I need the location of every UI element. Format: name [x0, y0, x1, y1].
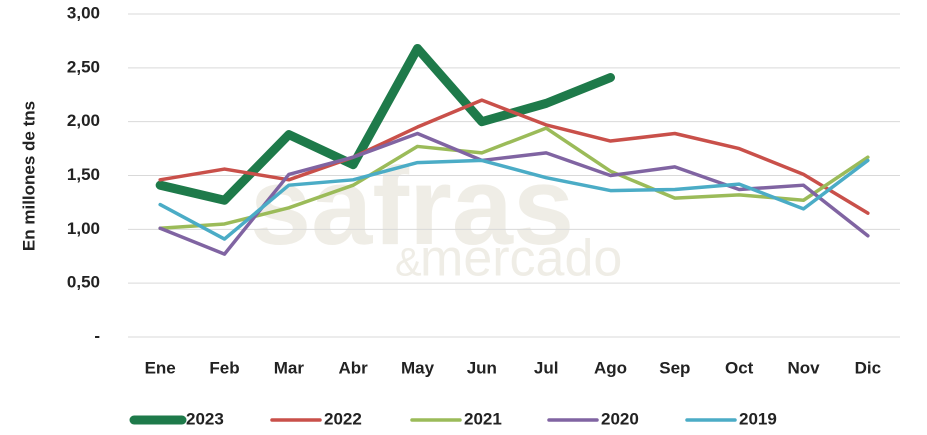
y-tick-label: 2,00 — [67, 111, 100, 130]
legend-label: 2020 — [601, 409, 639, 428]
legend-label: 2022 — [324, 409, 362, 428]
x-tick-label: Ago — [594, 358, 627, 377]
y-tick-label: 1,00 — [67, 219, 100, 238]
legend-label: 2021 — [464, 409, 502, 428]
x-tick-label: Sep — [659, 358, 690, 377]
x-tick-label: Jun — [467, 358, 497, 377]
y-tick-label: - — [94, 326, 100, 345]
x-tick-label: Abr — [339, 358, 369, 377]
x-tick-label: Mar — [274, 358, 305, 377]
x-tick-label: Feb — [209, 358, 239, 377]
y-tick-label: 2,50 — [67, 57, 100, 76]
x-tick-label: Oct — [725, 358, 754, 377]
watermark: mercado — [420, 230, 622, 288]
x-tick-label: Nov — [787, 358, 820, 377]
legend-label: 2023 — [186, 409, 224, 428]
watermark: & — [395, 241, 422, 285]
chart: safras & mercado En millones de tns -0,5… — [0, 0, 927, 435]
y-tick-label: 3,00 — [67, 3, 100, 22]
legend-label: 2019 — [739, 409, 777, 428]
y-axis-label: En millones de tns — [19, 101, 38, 251]
y-tick-label: 1,50 — [67, 165, 100, 184]
x-tick-label: May — [401, 358, 435, 377]
x-tick-label: Ene — [145, 358, 176, 377]
x-tick-label: Jul — [534, 358, 559, 377]
y-tick-label: 0,50 — [67, 273, 100, 292]
x-tick-label: Dic — [855, 358, 881, 377]
